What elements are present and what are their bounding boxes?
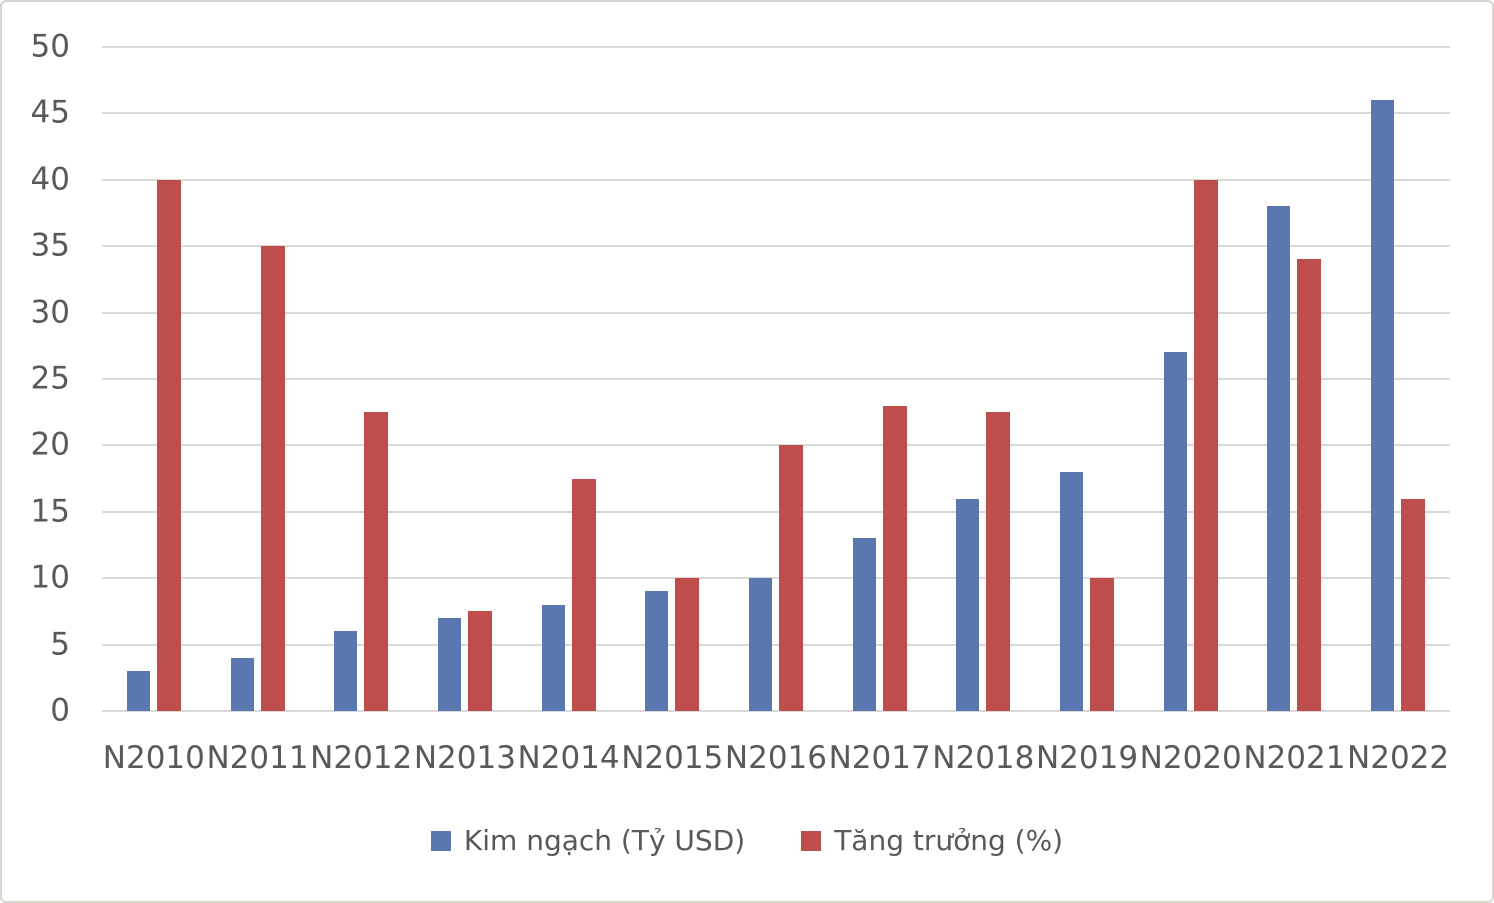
- x-axis-label: N2011: [206, 740, 309, 776]
- y-axis-tick-label: 15: [30, 493, 70, 530]
- category-band: [828, 47, 932, 711]
- legend-label-tang-truong: Tăng trưởng (%): [834, 824, 1064, 857]
- category-band: [102, 47, 206, 711]
- category-band: [1346, 47, 1450, 711]
- bar-tang-truong: [260, 246, 285, 711]
- bar-tang-truong: [156, 179, 181, 711]
- bar-kim-ngach: [230, 657, 254, 711]
- bar-kim-ngach: [645, 591, 669, 711]
- bar-kim-ngach: [1163, 352, 1187, 711]
- legend-item-tang-truong: Tăng trưởng (%): [801, 824, 1063, 857]
- gridline: [102, 178, 1450, 181]
- x-axis-label: N2021: [1243, 740, 1346, 776]
- category-band: [413, 47, 517, 711]
- bar-tang-truong: [1297, 259, 1322, 711]
- category-band: [932, 47, 1036, 711]
- gridline: [102, 245, 1450, 248]
- legend-swatch-kim-ngach: [430, 830, 451, 851]
- category-band: [517, 47, 621, 711]
- x-axis-label: N2010: [102, 740, 205, 776]
- category-band: [620, 47, 724, 711]
- x-axis-label: N2012: [310, 740, 413, 776]
- bar-tang-truong: [778, 445, 803, 711]
- bar-tang-truong: [571, 478, 596, 711]
- y-axis-tick-label: 25: [30, 360, 70, 397]
- category-band: [1035, 47, 1139, 711]
- bar-kim-ngach: [956, 498, 980, 711]
- y-axis-tick-label: 30: [30, 294, 70, 331]
- y-axis-tick-label: 0: [50, 692, 70, 729]
- y-axis-tick-label: 45: [30, 94, 70, 131]
- bar-kim-ngach: [1060, 471, 1084, 711]
- category-band: [309, 47, 413, 711]
- bar-tang-truong: [364, 412, 389, 711]
- bar-groups: [102, 47, 1450, 711]
- y-axis: 0 5 10 15 20 25 30 35 40 45 50: [2, 31, 70, 726]
- y-axis-tick-label: 35: [30, 227, 70, 264]
- category-band: [724, 47, 828, 711]
- gridline: [102, 643, 1450, 646]
- gridline: [102, 577, 1450, 580]
- y-axis-tick-label: 20: [30, 426, 70, 463]
- gridline: [102, 311, 1450, 314]
- category-band: [1139, 47, 1243, 711]
- category-band: [1243, 47, 1347, 711]
- legend-swatch-tang-truong: [801, 830, 822, 851]
- x-axis-label: N2015: [621, 740, 724, 776]
- bar-kim-ngach: [126, 671, 150, 711]
- plot-area: [102, 46, 1450, 712]
- bar-tang-truong: [1090, 578, 1115, 711]
- bar-tang-truong: [986, 412, 1011, 711]
- legend-item-kim-ngach: Kim ngạch (Tỷ USD): [430, 824, 746, 857]
- gridline: [102, 46, 1450, 48]
- y-axis-tick-label: 40: [30, 161, 70, 198]
- x-axis-label: N2022: [1347, 740, 1450, 776]
- gridline: [102, 510, 1450, 513]
- bar-kim-ngach: [1267, 206, 1291, 711]
- bar-kim-ngach: [334, 631, 358, 711]
- bar-kim-ngach: [748, 578, 772, 711]
- x-axis-label: N2017: [828, 740, 931, 776]
- bar-kim-ngach: [437, 618, 461, 711]
- x-axis-label: N2013: [413, 740, 516, 776]
- x-axis-label: N2020: [1139, 740, 1242, 776]
- bar-tang-truong: [675, 578, 700, 711]
- gridline: [102, 710, 1450, 712]
- bar-kim-ngach: [852, 538, 876, 711]
- x-axis: N2010 N2011 N2012 N2013 N2014 N2015 N2016 N2017…: [102, 740, 1450, 777]
- bar-kim-ngach: [1371, 100, 1395, 711]
- bar-kim-ngach: [541, 604, 565, 711]
- gridline: [102, 444, 1450, 447]
- y-axis-tick-label: 5: [50, 626, 70, 663]
- legend-label-kim-ngach: Kim ngạch (Tỷ USD): [463, 824, 746, 857]
- legend: Kim ngạch (Tỷ USD) Tăng trưởng (%): [2, 824, 1492, 857]
- gridline: [102, 378, 1450, 380]
- bar-tang-truong: [1401, 498, 1426, 711]
- bar-tang-truong: [882, 405, 907, 711]
- bar-tang-truong: [1193, 179, 1218, 711]
- y-axis-tick-label: 50: [30, 28, 70, 65]
- category-band: [206, 47, 310, 711]
- x-axis-label: N2016: [724, 740, 828, 776]
- x-axis-label: N2019: [1035, 740, 1139, 776]
- gridline: [102, 112, 1450, 115]
- x-axis-label: N2014: [517, 740, 620, 776]
- x-axis-label: N2018: [932, 740, 1035, 776]
- bar-tang-truong: [467, 611, 492, 711]
- y-axis-tick-label: 10: [30, 559, 70, 596]
